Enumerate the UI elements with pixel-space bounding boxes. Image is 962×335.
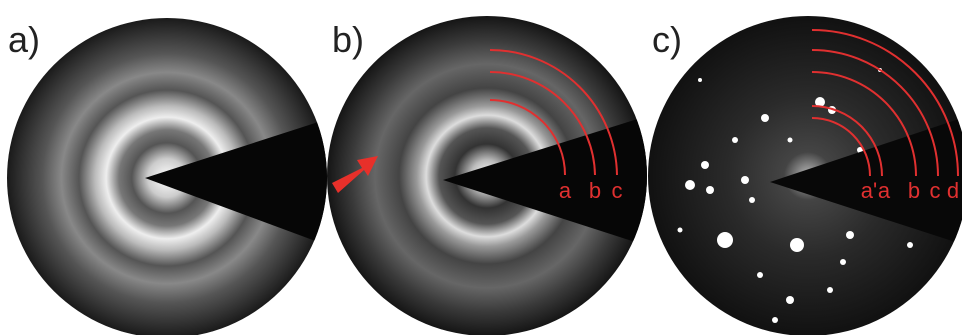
panel-label: a) — [8, 19, 40, 60]
ring-label: c — [612, 178, 623, 203]
panel-label: c) — [652, 19, 682, 60]
figure: a) a b c b) a' a b — [0, 0, 962, 335]
panel-label: b) — [332, 19, 364, 60]
ring-label: d — [947, 178, 959, 203]
ring-label: b — [908, 178, 920, 203]
ring-label: c — [930, 178, 941, 203]
ring-label: b — [589, 178, 601, 203]
ring-label: a' — [861, 178, 877, 203]
panel-b: a b c b) — [327, 16, 660, 335]
ring-label: a — [878, 178, 891, 203]
panel-a: a) — [7, 18, 340, 335]
ring-label: a — [559, 178, 572, 203]
panel-c: a' a b c d c) — [648, 16, 962, 335]
